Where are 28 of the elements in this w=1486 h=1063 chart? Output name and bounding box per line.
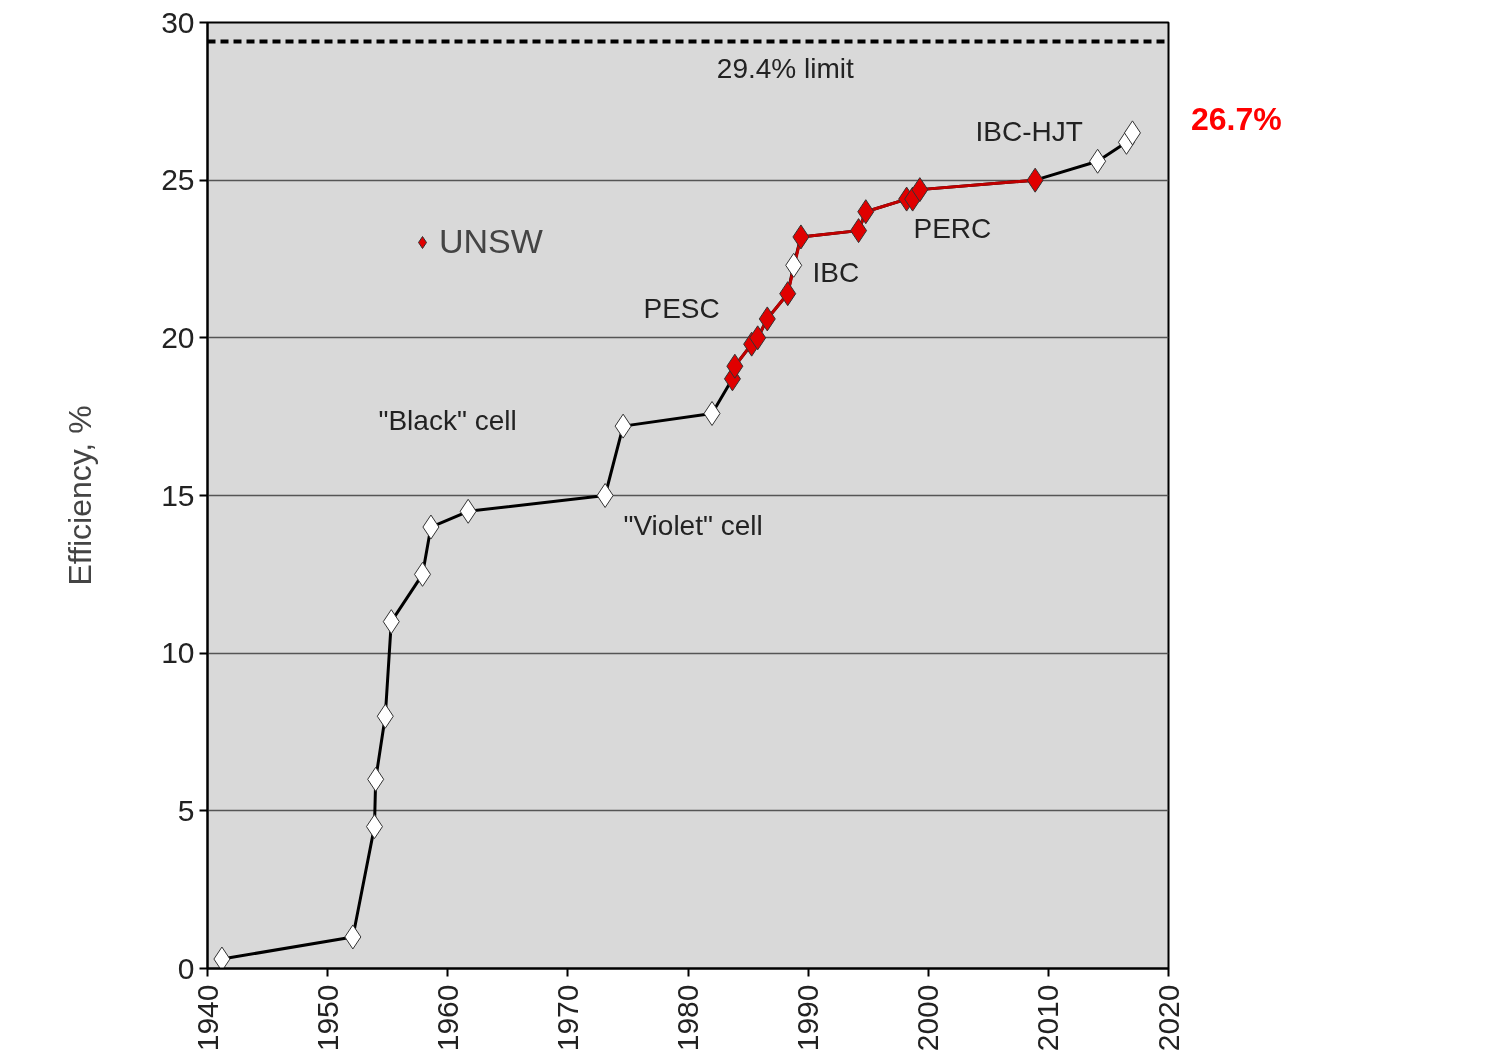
y-tick-label: 30 [161, 5, 195, 39]
legend-label: UNSW [439, 222, 543, 261]
y-tick-label: 0 [177, 951, 195, 985]
x-tick-label: 1990 [791, 984, 825, 1052]
annotation: PESC [643, 293, 720, 324]
x-tick-label: 1960 [430, 984, 464, 1052]
ref-line-label: 29.4% limit [716, 53, 854, 85]
point [596, 483, 614, 508]
y-tick-label: 25 [161, 163, 195, 197]
text: 26.7% [1191, 100, 1282, 139]
x-tick-label: 2010 [1031, 984, 1065, 1052]
y-axis-title: Efficiency, % [62, 405, 99, 586]
annotation: "Violet" cell [623, 510, 763, 541]
annotation: IBC-HJT [975, 116, 1083, 147]
x-tick-label: 2000 [911, 984, 945, 1052]
x-tick-label: 1940 [190, 984, 224, 1052]
y-tick-label: 10 [161, 636, 195, 670]
x-tick-label: 1970 [550, 984, 584, 1052]
x-tick-label: 1950 [310, 984, 344, 1052]
y-tick-label: 5 [177, 793, 195, 827]
y-tick-label: 20 [161, 320, 195, 354]
annotation: IBC [812, 257, 860, 288]
annotation: "Black" cell [378, 405, 517, 436]
y-tick-label: 15 [161, 478, 195, 512]
point [213, 946, 231, 969]
annotation: PERC [913, 213, 992, 244]
x-tick-label: 2020 [1151, 984, 1185, 1052]
x-tick-label: 1980 [671, 984, 704, 1052]
